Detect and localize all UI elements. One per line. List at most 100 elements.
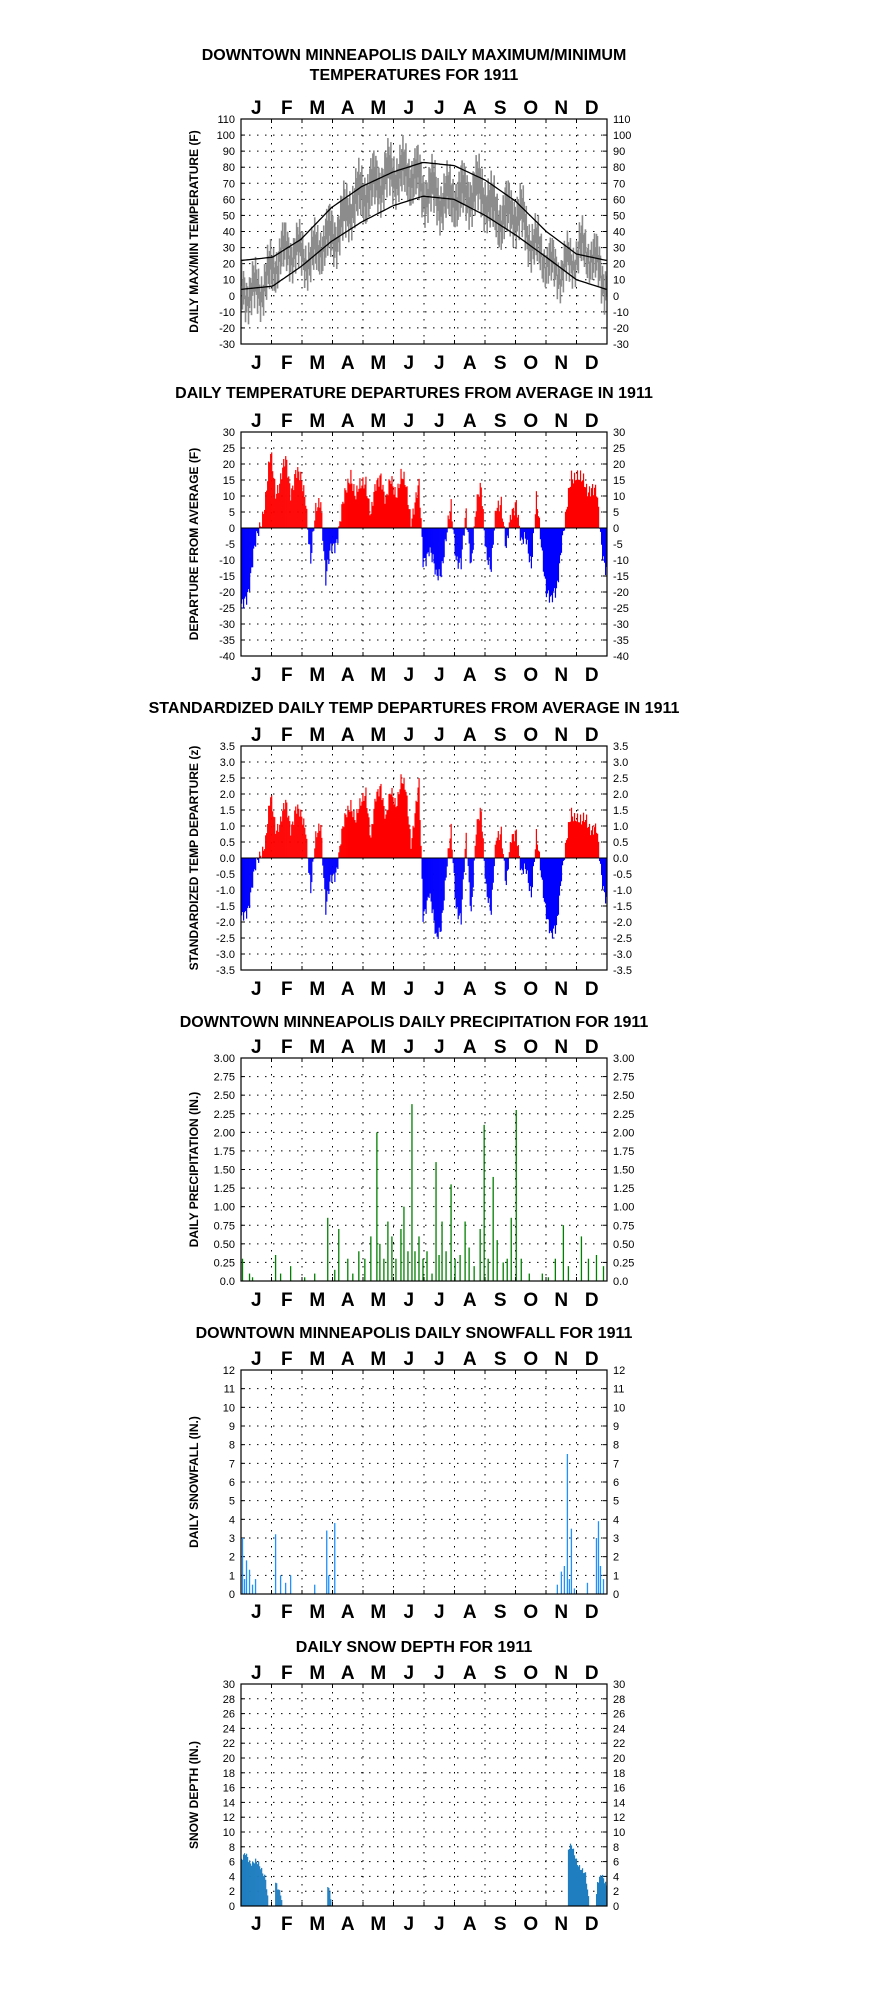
y-tick-label-left: 2 <box>229 1886 235 1898</box>
snow-depth-bar <box>330 1899 331 1906</box>
month-label-bottom: J <box>251 353 262 374</box>
month-label-bottom: D <box>585 665 599 686</box>
y-tick-label-right: 2.0 <box>613 789 628 801</box>
y-tick-label-left: 1.75 <box>214 1146 235 1158</box>
y-tick-label-left: 10 <box>223 491 235 503</box>
departure-bar <box>466 833 467 858</box>
departure-bar <box>508 528 509 538</box>
y-tick-label-right: -15 <box>613 571 629 583</box>
month-label-bottom: S <box>494 353 507 374</box>
month-label-top: J <box>403 411 414 432</box>
month-label-top: S <box>494 1349 507 1370</box>
chart-title: TEMPERATURES FOR 1911 <box>310 67 519 84</box>
y-tick-label-right: 26 <box>613 1709 625 1721</box>
month-label-bottom: A <box>341 1602 355 1623</box>
month-label-bottom: D <box>585 1602 599 1623</box>
month-label-bottom: J <box>434 979 445 1000</box>
month-label-bottom: M <box>309 1602 325 1623</box>
y-tick-label-left: 3.5 <box>220 741 235 753</box>
y-tick-label-right: 90 <box>613 146 625 158</box>
y-tick-label-left: 0.25 <box>214 1257 235 1269</box>
y-tick-label-left: 1.00 <box>214 1202 235 1214</box>
y-tick-label-left: 5 <box>229 1496 235 1508</box>
month-label-top: N <box>554 1037 568 1058</box>
y-tick-label-left: 25 <box>223 443 235 455</box>
month-label-top: S <box>494 411 507 432</box>
y-tick-label-left: 6 <box>229 1477 235 1489</box>
y-tick-label-right: 0.0 <box>613 1276 628 1288</box>
departure-bar <box>464 858 465 872</box>
y-tick-label-right: 30 <box>613 427 625 439</box>
y-tick-label-right: 18 <box>613 1768 625 1780</box>
y-tick-label-right: 3.5 <box>613 741 628 753</box>
y-tick-label-right: 12 <box>613 1812 625 1824</box>
y-tick-label-right: 5 <box>613 1496 619 1508</box>
y-tick-label-left: 3.0 <box>220 757 235 769</box>
month-label-top: M <box>309 411 325 432</box>
chart-temp: DOWNTOWN MINNEAPOLIS DAILY MAXIMUM/MINIM… <box>187 47 631 374</box>
month-label-bottom: M <box>309 665 325 686</box>
y-tick-label-right: 4 <box>613 1871 619 1883</box>
y-tick-label-left: 2.50 <box>214 1090 235 1102</box>
month-label-top: M <box>370 1663 386 1684</box>
y-tick-label-right: -10 <box>613 307 629 319</box>
y-tick-label-left: 26 <box>223 1709 235 1721</box>
y-tick-label-left: -2.5 <box>216 933 235 945</box>
y-tick-label-left: 14 <box>223 1797 235 1809</box>
month-label-bottom: N <box>554 665 568 686</box>
chart-title: DAILY SNOW DEPTH FOR 1911 <box>296 1639 533 1656</box>
month-label-top: A <box>341 1349 355 1370</box>
month-label-bottom: M <box>309 353 325 374</box>
y-tick-label-right: 10 <box>613 275 625 287</box>
month-label-bottom: F <box>281 665 293 686</box>
y-tick-label-left: 1.5 <box>220 805 235 817</box>
month-label-bottom: M <box>309 1290 325 1311</box>
month-label-bottom: J <box>403 665 414 686</box>
y-tick-label-left: -15 <box>219 571 235 583</box>
y-tick-label-right: 11 <box>613 1384 624 1396</box>
y-tick-label-right: 20 <box>613 459 625 471</box>
month-label-bottom: J <box>251 1602 262 1623</box>
month-label-top: M <box>370 98 386 119</box>
y-tick-label-right: 2.5 <box>613 773 628 785</box>
departure-bar <box>258 858 259 863</box>
month-label-bottom: J <box>434 353 445 374</box>
y-tick-label-right: 30 <box>613 243 625 255</box>
departure-bar <box>539 518 540 528</box>
y-tick-label-left: -10 <box>219 555 235 567</box>
y-tick-label-left: 3 <box>229 1533 235 1545</box>
y-tick-label-left: 2.0 <box>220 789 235 801</box>
departure-bar <box>306 839 307 858</box>
month-label-bottom: S <box>494 1602 507 1623</box>
month-label-top: M <box>309 1663 325 1684</box>
y-tick-label-left: 8 <box>229 1440 235 1452</box>
chart-depart: DAILY TEMPERATURE DEPARTURES FROM AVERAG… <box>175 385 653 686</box>
y-tick-label-left: 0.0 <box>220 1276 235 1288</box>
month-label-bottom: A <box>463 353 477 374</box>
y-tick-label-right: -30 <box>613 619 629 631</box>
y-tick-label-left: 6 <box>229 1857 235 1869</box>
month-label-bottom: M <box>370 353 386 374</box>
y-tick-label-right: 20 <box>613 259 625 271</box>
y-tick-label-left: -3.0 <box>216 949 235 961</box>
departure-bar <box>255 858 256 870</box>
month-label-top: J <box>434 98 445 119</box>
month-label-top: S <box>494 725 507 746</box>
y-tick-label-right: -0.5 <box>613 869 632 881</box>
month-label-bottom: J <box>403 353 414 374</box>
month-label-top: A <box>341 98 355 119</box>
month-label-bottom: J <box>251 1914 262 1935</box>
month-label-top: M <box>309 98 325 119</box>
y-tick-label-right: 1.5 <box>613 805 628 817</box>
month-label-top: J <box>403 725 414 746</box>
month-label-top: D <box>585 1349 599 1370</box>
y-tick-label-left: 9 <box>229 1421 235 1433</box>
y-tick-label-left: 20 <box>223 459 235 471</box>
y-tick-label-right: 0 <box>613 1901 619 1913</box>
y-tick-label-left: 2.5 <box>220 773 235 785</box>
month-label-bottom: F <box>281 353 293 374</box>
y-tick-label-right: 110 <box>613 114 631 126</box>
y-tick-label-left: -1.5 <box>216 901 235 913</box>
month-label-top: N <box>554 411 568 432</box>
y-tick-label-right: -25 <box>613 603 629 615</box>
